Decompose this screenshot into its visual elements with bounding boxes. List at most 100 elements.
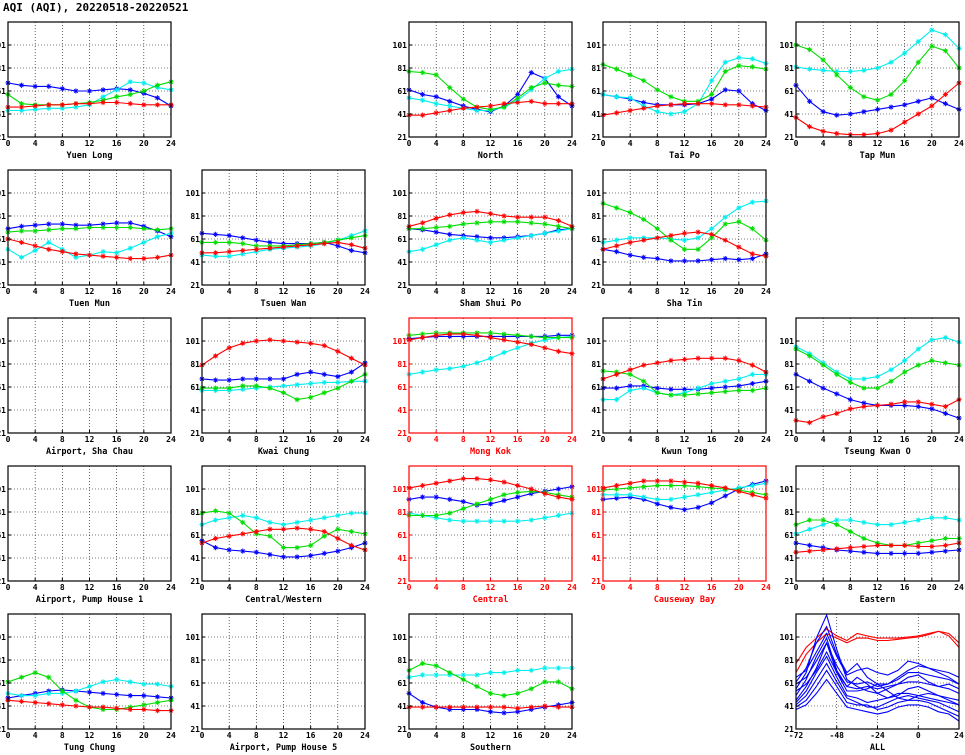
- data-point-green: [474, 683, 480, 690]
- data-point-green: [749, 387, 756, 394]
- x-tick-label: 4: [821, 139, 826, 148]
- panel-title: Airport, Pump House 5: [230, 742, 337, 753]
- x-tick-label: 16: [306, 435, 316, 444]
- data-point-blue: [141, 693, 147, 699]
- data-point-cyan: [18, 107, 25, 114]
- panel-all: -72 -48 -24 0 24 21 41 61 81 101 ALL: [780, 613, 964, 753]
- data-point-green: [515, 690, 521, 696]
- data-point-blue: [722, 255, 728, 262]
- data-point-blue: [929, 549, 935, 555]
- data-point-green: [915, 59, 921, 65]
- data-point-cyan: [627, 235, 633, 241]
- data-point-red: [528, 214, 534, 220]
- x-tick-label: 4: [227, 731, 232, 740]
- data-point-green: [542, 80, 548, 86]
- data-point-blue: [253, 549, 259, 555]
- x-tick-label: 16: [513, 139, 523, 148]
- data-point-green: [542, 334, 548, 341]
- data-point-cyan: [627, 492, 633, 498]
- y-tick-label: 21: [190, 281, 200, 290]
- panel-mong-kok: 0 4 8 12 16 20 24 21 41 61 81 101 Mong Kok: [393, 317, 577, 457]
- y-tick-label: 41: [0, 554, 6, 563]
- x-tick-label: 0: [601, 435, 606, 444]
- data-point-cyan: [154, 681, 161, 687]
- data-point-red: [501, 337, 507, 343]
- data-point-cyan: [73, 688, 79, 694]
- data-point-cyan: [542, 665, 548, 671]
- x-tick-label: 0: [407, 435, 412, 444]
- x-tick-label: 8: [848, 583, 853, 592]
- data-point-green: [613, 205, 620, 211]
- data-point-green: [226, 385, 232, 391]
- data-point-blue: [834, 391, 840, 397]
- data-point-blue: [847, 548, 853, 554]
- data-point-green: [141, 88, 147, 94]
- data-point-green: [929, 357, 935, 364]
- data-point-green: [722, 389, 728, 395]
- data-point-red: [32, 699, 38, 706]
- data-point-cyan: [902, 519, 908, 525]
- data-point-red: [668, 478, 674, 484]
- data-point-red: [834, 410, 840, 417]
- panel-title: Airport, Pump House 1: [36, 594, 143, 605]
- data-point-cyan: [555, 228, 562, 234]
- data-point-red: [709, 101, 715, 107]
- y-tick-label: 21: [784, 725, 794, 734]
- data-point-cyan: [915, 517, 921, 523]
- data-point-green: [487, 690, 494, 696]
- data-point-cyan: [888, 59, 894, 65]
- data-point-blue: [915, 98, 921, 104]
- data-point-red: [528, 98, 534, 104]
- data-point-red: [902, 399, 908, 405]
- data-point-green: [528, 84, 534, 91]
- x-tick-label: 8: [461, 435, 466, 444]
- data-point-green: [447, 223, 453, 229]
- x-tick-label: 0: [407, 287, 412, 296]
- data-point-cyan: [861, 376, 867, 382]
- data-point-green: [487, 106, 494, 112]
- data-point-red: [749, 362, 756, 368]
- panel-title: Kwun Tong: [661, 447, 707, 457]
- y-tick-label: 81: [784, 508, 794, 517]
- data-point-red: [433, 215, 439, 221]
- data-point-green: [528, 686, 534, 692]
- data-point-blue: [709, 96, 715, 102]
- y-tick-label: 81: [591, 508, 601, 517]
- x-tick-label: 20: [540, 583, 550, 592]
- data-point-green: [294, 545, 300, 551]
- data-point-blue: [127, 220, 133, 226]
- data-point-green: [515, 332, 521, 338]
- data-point-cyan: [749, 482, 756, 489]
- data-point-cyan: [240, 251, 246, 257]
- data-point-blue: [267, 239, 273, 246]
- x-tick-label: 16: [707, 435, 717, 444]
- data-point-red: [874, 402, 881, 408]
- y-tick-label: 101: [393, 633, 408, 642]
- y-tick-label: 41: [0, 110, 6, 119]
- data-point-red: [253, 338, 259, 344]
- data-point-green: [681, 482, 688, 489]
- data-point-red: [419, 334, 426, 341]
- data-point-red: [294, 339, 300, 345]
- data-point-red: [736, 357, 742, 364]
- data-point-green: [681, 246, 688, 252]
- data-point-cyan: [419, 246, 426, 252]
- data-point-red: [654, 103, 660, 109]
- x-tick-label: 20: [734, 139, 744, 148]
- data-point-red: [267, 337, 273, 343]
- y-tick-label: 101: [393, 41, 408, 50]
- data-point-blue: [834, 112, 840, 118]
- x-tick-label: 4: [628, 139, 633, 148]
- panel-kwun-tong: 0 4 8 12 16 20 24 21 41 61 81 101 Kwun Tong: [587, 317, 771, 457]
- data-point-green: [253, 243, 259, 249]
- data-point-blue: [267, 376, 273, 382]
- data-point-green: [18, 228, 25, 234]
- y-tick-label: 81: [190, 656, 200, 665]
- x-tick-label: 16: [112, 731, 122, 740]
- data-point-red: [348, 355, 355, 361]
- y-tick-label: 61: [591, 531, 601, 540]
- data-point-cyan: [100, 249, 106, 255]
- data-point-red: [59, 102, 65, 108]
- data-point-red: [280, 338, 287, 344]
- data-point-red: [141, 255, 147, 262]
